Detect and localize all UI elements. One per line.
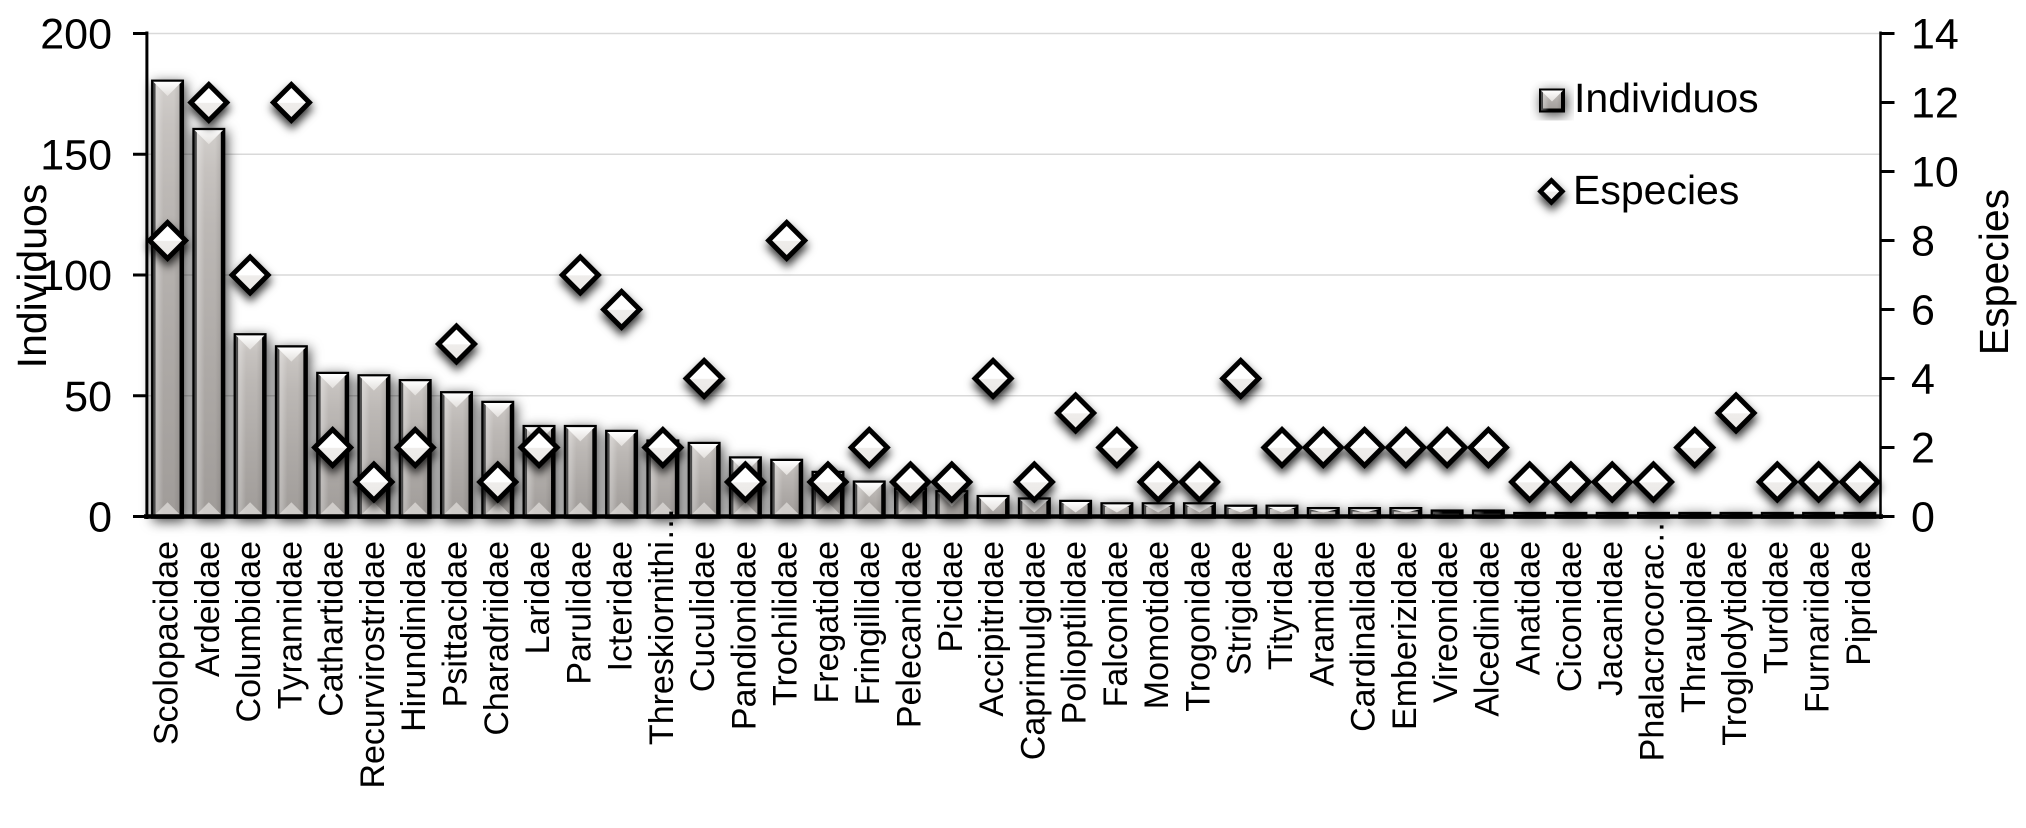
- svg-text:4: 4: [1911, 356, 1935, 404]
- svg-text:Momotidae: Momotidae: [1138, 541, 1176, 709]
- svg-text:Alcedinidae: Alcedinidae: [1468, 541, 1506, 717]
- svg-text:150: 150: [40, 131, 112, 179]
- svg-text:Thraupidae: Thraupidae: [1675, 541, 1713, 713]
- svg-text:100: 100: [40, 252, 112, 300]
- svg-text:Picidae: Picidae: [932, 541, 970, 653]
- svg-text:Falconidae: Falconidae: [1097, 541, 1135, 707]
- svg-text:6: 6: [1911, 287, 1935, 335]
- svg-text:Especies: Especies: [1971, 189, 2017, 355]
- svg-text:Emberizidae: Emberizidae: [1386, 541, 1424, 730]
- svg-text:Trogonidae: Trogonidae: [1179, 541, 1217, 712]
- svg-text:200: 200: [40, 11, 112, 59]
- svg-text:0: 0: [88, 494, 112, 542]
- svg-text:Polioptilidae: Polioptilidae: [1056, 541, 1094, 724]
- svg-text:Vireonidae: Vireonidae: [1427, 541, 1465, 703]
- svg-text:Pandionidae: Pandionidae: [725, 541, 763, 730]
- svg-text:Icteridae: Icteridae: [602, 541, 640, 671]
- svg-text:Troglodytidae: Troglodytidae: [1716, 541, 1754, 746]
- svg-text:Individuos: Individuos: [1574, 75, 1759, 121]
- svg-text:Parulidae: Parulidae: [560, 541, 598, 685]
- svg-text:Fringillidae: Fringillidae: [849, 541, 887, 705]
- svg-text:Anatidae: Anatidae: [1510, 541, 1548, 675]
- svg-text:Especies: Especies: [1573, 167, 1739, 213]
- svg-text:Columbidae: Columbidae: [230, 541, 268, 722]
- svg-text:Threskiornithi…: Threskiornithi…: [643, 507, 681, 745]
- svg-text:Trochilidae: Trochilidae: [767, 541, 805, 706]
- svg-text:Cuculidae: Cuculidae: [684, 541, 722, 692]
- svg-text:Furnariidae: Furnariidae: [1799, 541, 1837, 713]
- svg-text:50: 50: [64, 373, 112, 421]
- svg-text:Strigidae: Strigidae: [1221, 541, 1259, 675]
- svg-text:Individuos: Individuos: [9, 184, 55, 369]
- svg-text:12: 12: [1911, 80, 1959, 128]
- svg-text:Caprimulgidae: Caprimulgidae: [1014, 541, 1052, 760]
- svg-text:Laridae: Laridae: [519, 541, 557, 654]
- svg-text:Charadriidae: Charadriidae: [478, 541, 516, 736]
- svg-text:Hirundinidae: Hirundinidae: [395, 541, 433, 732]
- svg-text:10: 10: [1911, 149, 1959, 197]
- svg-text:Jacanidae: Jacanidae: [1592, 541, 1630, 696]
- svg-text:Ardeidae: Ardeidae: [189, 541, 227, 677]
- svg-text:Tyrannidae: Tyrannidae: [271, 541, 309, 709]
- svg-text:Scolopacidae: Scolopacidae: [148, 541, 186, 745]
- svg-text:Phalacrocorac…: Phalacrocorac…: [1633, 510, 1671, 761]
- svg-text:14: 14: [1911, 11, 1959, 59]
- svg-text:2: 2: [1911, 425, 1935, 473]
- svg-text:Turdidae: Turdidae: [1757, 541, 1795, 674]
- svg-text:Recurvirostridae: Recurvirostridae: [354, 541, 392, 789]
- svg-text:Pelecanidae: Pelecanidae: [891, 541, 929, 728]
- svg-text:Cathartidae: Cathartidae: [313, 541, 351, 717]
- svg-text:Cardinalidae: Cardinalidae: [1345, 541, 1383, 732]
- svg-text:Psittacidae: Psittacidae: [436, 541, 474, 707]
- svg-text:Pipridae: Pipridae: [1840, 541, 1878, 666]
- svg-text:Aramidae: Aramidae: [1303, 541, 1341, 687]
- svg-text:8: 8: [1911, 218, 1935, 266]
- svg-text:Tityridae: Tityridae: [1262, 541, 1300, 670]
- svg-text:Fregatidae: Fregatidae: [808, 541, 846, 704]
- svg-text:Ciconidae: Ciconidae: [1551, 541, 1589, 692]
- svg-text:Accipitridae: Accipitridae: [973, 541, 1011, 717]
- svg-text:0: 0: [1911, 494, 1935, 542]
